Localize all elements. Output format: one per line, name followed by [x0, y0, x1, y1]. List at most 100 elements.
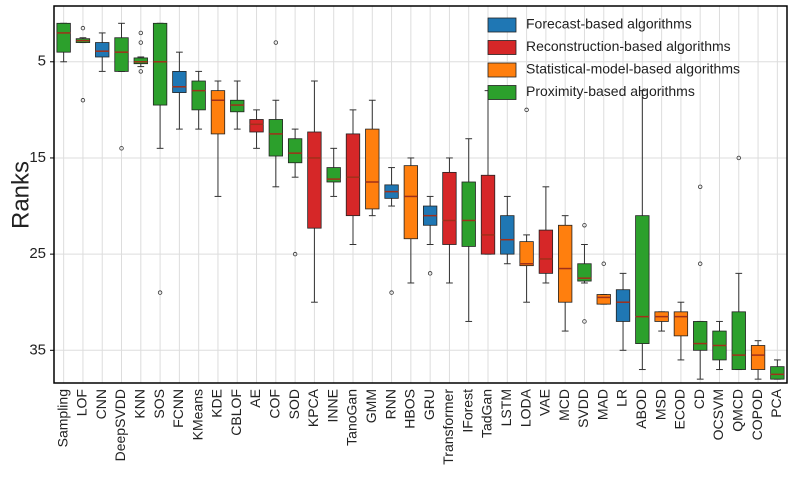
x-tick-label: QMCD — [729, 389, 745, 432]
box — [577, 263, 592, 282]
x-tick-label: FCNN — [170, 389, 186, 428]
x-tick-label: LR — [614, 389, 630, 407]
box — [152, 22, 168, 106]
outlier — [389, 290, 394, 295]
x-tick-label: GRU — [421, 389, 437, 420]
x-tick-label: SOS — [151, 389, 167, 419]
outlier — [427, 271, 433, 276]
box — [403, 165, 419, 240]
x-tick-label: COPOD — [749, 389, 765, 440]
x-tick-label: SOD — [286, 389, 302, 419]
outlier — [138, 40, 144, 45]
x-tick-label: RNN — [382, 389, 398, 419]
box — [56, 22, 71, 53]
legend-swatch — [487, 62, 517, 78]
x-tick-label: LSTM — [498, 389, 514, 426]
outlier — [524, 107, 529, 113]
plot-frame — [53, 5, 788, 384]
x-tick-label: CD — [691, 389, 707, 409]
box — [172, 70, 187, 93]
box — [615, 289, 631, 322]
box — [519, 241, 534, 267]
x-tick-label: KPCA — [305, 388, 321, 427]
outlier — [601, 261, 606, 266]
x-tick-label: HBOS — [402, 389, 418, 429]
box — [770, 366, 785, 380]
box — [750, 345, 766, 370]
box — [268, 119, 283, 157]
x-tick-label: KNN — [132, 389, 148, 419]
y-tick-label: 25 — [29, 245, 46, 262]
x-tick-label: MSD — [652, 389, 668, 420]
x-tick-label: IForest — [459, 389, 475, 433]
box — [731, 311, 746, 370]
outlier — [119, 146, 124, 151]
box — [558, 224, 573, 303]
x-tick-label: MCD — [556, 389, 572, 421]
legend-swatch — [487, 17, 517, 33]
box — [480, 174, 496, 255]
x-tick-label: MAD — [594, 389, 610, 420]
x-tick-label: KMeans — [189, 389, 205, 440]
x-tick-label: Transformer — [440, 389, 456, 465]
x-tick-label: AE — [247, 389, 263, 408]
outlier — [582, 319, 587, 324]
outlier — [138, 30, 144, 36]
x-tick-label: COF — [267, 389, 283, 419]
box — [95, 42, 110, 58]
outlier — [273, 40, 279, 45]
x-tick-label: PCA — [768, 388, 784, 417]
x-tick-label: CNN — [93, 389, 109, 419]
box — [596, 294, 611, 305]
outlier — [80, 25, 86, 31]
x-tick-label: ABOD — [633, 389, 649, 429]
box — [538, 229, 554, 274]
box — [114, 37, 129, 72]
box — [133, 57, 148, 65]
outlier — [157, 290, 163, 295]
x-tick-label: DeepSVDD — [112, 389, 128, 461]
outlier — [736, 155, 741, 161]
y-axis-label: Ranks — [7, 161, 34, 229]
y-tick-label: 15 — [29, 149, 46, 166]
x-tick-label: LODA — [517, 388, 533, 427]
outlier — [697, 261, 703, 266]
x-tick-label: SVDD — [575, 389, 591, 428]
box — [191, 80, 206, 111]
box — [210, 90, 226, 135]
box — [635, 215, 650, 344]
x-tick-label: GMM — [363, 389, 379, 423]
box — [442, 171, 457, 245]
y-tick-label: 35 — [29, 341, 46, 358]
outlier — [582, 223, 587, 228]
x-tick-label: TadGan — [479, 389, 495, 438]
x-tick-label: INNE — [324, 389, 340, 422]
x-tick-label: LOF — [74, 389, 90, 416]
x-tick-label: TanoGan — [344, 389, 360, 446]
box — [365, 128, 380, 210]
legend-label: Forecast-based algorithms — [526, 16, 692, 32]
legend-swatch — [487, 40, 517, 55]
box — [693, 321, 708, 351]
x-tick-label: VAE — [537, 389, 553, 416]
box — [461, 181, 476, 247]
legend-swatch — [487, 85, 517, 100]
outlier — [138, 69, 144, 74]
x-tick-label: ECOD — [672, 389, 688, 429]
box — [230, 99, 245, 113]
x-tick-label: CBLOF — [228, 389, 244, 436]
box — [673, 311, 689, 337]
legend-label: Reconstruction-based algorithms — [526, 38, 731, 54]
x-tick-label: OCSVM — [710, 389, 726, 440]
x-tick-label: KDE — [209, 389, 225, 418]
box — [249, 119, 264, 133]
outlier — [292, 251, 298, 257]
box — [307, 131, 322, 229]
y-tick-label: 5 — [38, 53, 46, 70]
box — [287, 138, 303, 164]
outlier — [80, 98, 86, 103]
legend-label: Statistical-model-based algorithms — [526, 61, 740, 77]
legend-label: Proximity-based algorithms — [526, 83, 695, 99]
box — [345, 133, 361, 217]
